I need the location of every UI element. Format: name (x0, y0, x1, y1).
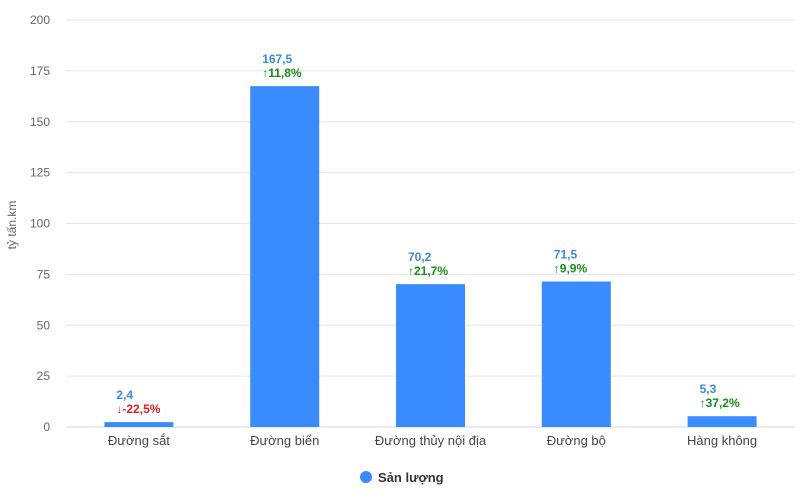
y-tick-label: 100 (30, 217, 50, 231)
x-tick-label: Đường bộ (547, 433, 606, 448)
bar-value-label: 71,5 (554, 247, 578, 261)
x-tick-label: Đường sắt (108, 433, 170, 448)
bar[interactable] (396, 284, 465, 427)
x-tick-label: Đường biển (250, 433, 319, 448)
y-tick-label: 25 (37, 369, 51, 383)
bar-value-label: 70,2 (408, 250, 432, 264)
x-tick-label: Đường thủy nội địa (375, 433, 487, 448)
y-tick-label: 125 (30, 166, 50, 180)
x-tick-label: Hàng không (687, 433, 757, 448)
y-tick-label: 200 (30, 13, 50, 27)
bar[interactable] (687, 416, 757, 427)
y-tick-label: 150 (30, 115, 50, 129)
bar-change-label: ↓-22,5% (116, 402, 160, 416)
bar[interactable] (541, 281, 611, 427)
legend[interactable]: Sản lượng (360, 470, 444, 485)
bar[interactable] (104, 422, 174, 427)
y-axis-ticks: 0 25 50 75 100 125 150 175 200 (30, 13, 50, 434)
bars: 2,4↓-22,5% 167,5↑11,8% 70,2↑21,7% 71,5↑9,9%… (104, 52, 757, 427)
y-tick-label: 0 (43, 420, 50, 434)
legend-label: Sản lượng (378, 470, 444, 485)
bar-change-label: ↑21,7% (408, 264, 448, 278)
y-tick-label: 175 (30, 64, 50, 78)
bar-change-label: ↑11,8% (262, 66, 302, 80)
legend-marker (360, 471, 372, 483)
y-axis-label: tỷ tấn.km (5, 201, 19, 250)
bar[interactable] (250, 86, 320, 427)
bar-value-label: 2,4 (116, 388, 133, 402)
bar-value-label: 167,5 (262, 52, 292, 66)
bar-change-label: ↑9,9% (554, 261, 588, 275)
y-tick-label: 75 (37, 267, 51, 281)
gridlines (66, 19, 795, 377)
bar-change-label: ↑37,2% (700, 396, 740, 410)
x-axis-ticks: Đường sắt Đường biển Đường thủy nội địa Đườ… (108, 433, 757, 448)
y-tick-label: 50 (37, 318, 51, 332)
bar-value-label: 5,3 (700, 382, 717, 396)
